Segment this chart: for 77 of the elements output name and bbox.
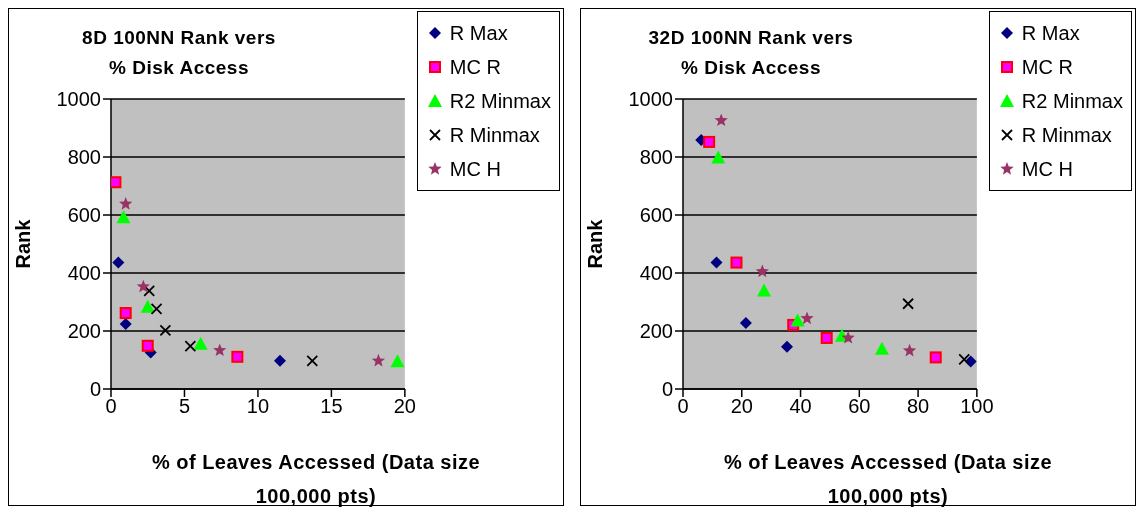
point — [231, 350, 244, 363]
legend-label: MC R — [1021, 55, 1073, 79]
point — [714, 113, 728, 127]
chart-title: 8D 100NN Rank vers % Disk Access — [81, 26, 277, 80]
point — [112, 256, 125, 269]
point — [143, 285, 156, 297]
point — [710, 256, 723, 269]
y-tick-label: 200 — [67, 320, 101, 343]
legend-label: R2 Minmax — [1021, 89, 1123, 113]
point — [119, 307, 132, 320]
y-tick-label: 1000 — [56, 88, 101, 111]
legend-label: R2 Minmax — [449, 89, 551, 113]
y-tick-label: 0 — [661, 378, 673, 401]
legend-label: MC R — [449, 55, 501, 79]
x-axis-title: % of Leaves Accessed (Data size 100,000 pts) — [722, 450, 1054, 509]
x-tick-label: 80 — [906, 395, 930, 418]
point — [730, 256, 743, 269]
point — [781, 340, 794, 353]
point — [136, 279, 150, 293]
point — [116, 210, 131, 224]
y-tick-label: 600 — [639, 204, 673, 227]
point — [119, 196, 133, 210]
x-tick-label: 20 — [730, 395, 753, 418]
legend-label: MC H — [449, 157, 501, 181]
point — [273, 354, 286, 367]
x-tick-label: 20 — [393, 395, 416, 418]
point — [111, 176, 122, 189]
point — [757, 283, 772, 297]
x-tick-label: 40 — [789, 395, 812, 418]
x-axis-title: % of Leaves Accessed (Data size 100,000 pts) — [150, 450, 482, 509]
y-tick-label: 400 — [639, 262, 673, 285]
y-tick-label: 1000 — [628, 88, 673, 111]
point — [958, 353, 971, 366]
point — [790, 313, 805, 327]
y-tick-label: 200 — [639, 320, 673, 343]
y-tick-label: 800 — [67, 146, 101, 169]
x-tick-label: 15 — [320, 395, 343, 418]
point — [820, 331, 833, 344]
point — [800, 311, 814, 325]
x-tick-label: 60 — [848, 395, 871, 418]
x-tick-label: 0 — [105, 395, 117, 418]
point — [371, 353, 386, 367]
legend-label: R Max — [449, 21, 508, 45]
y-tick-label: 600 — [67, 204, 101, 227]
legend-label: MC H — [1021, 157, 1073, 181]
chart-title: 32D 100NN Rank vers % Disk Access — [647, 26, 855, 80]
point — [213, 343, 227, 357]
point — [119, 318, 132, 331]
x-tick-label: 10 — [246, 395, 270, 418]
point — [841, 330, 855, 344]
point — [390, 354, 405, 368]
point — [874, 341, 889, 355]
x-tick-label: 5 — [178, 395, 191, 418]
y-axis-title: Rank — [584, 218, 607, 269]
legend-label: R Max — [1021, 21, 1080, 45]
point — [711, 150, 726, 164]
y-tick-label: 0 — [89, 378, 101, 401]
x-tick-label: 100 — [960, 395, 994, 418]
point — [141, 339, 154, 352]
point — [306, 354, 319, 367]
point — [184, 340, 197, 352]
point — [140, 299, 155, 313]
x-tick-label: 0 — [677, 395, 689, 418]
point — [159, 324, 172, 337]
legend-label: R Minmax — [449, 123, 540, 147]
point — [755, 264, 769, 278]
point — [902, 343, 917, 357]
point — [150, 303, 163, 315]
point — [929, 351, 942, 364]
point — [193, 336, 208, 350]
y-tick-label: 800 — [639, 146, 673, 169]
y-tick-label: 400 — [67, 262, 101, 285]
point — [739, 316, 752, 329]
y-axis-title: Rank — [12, 218, 35, 269]
point — [703, 135, 716, 148]
legend-label: R Minmax — [1021, 123, 1112, 147]
point — [902, 297, 914, 310]
